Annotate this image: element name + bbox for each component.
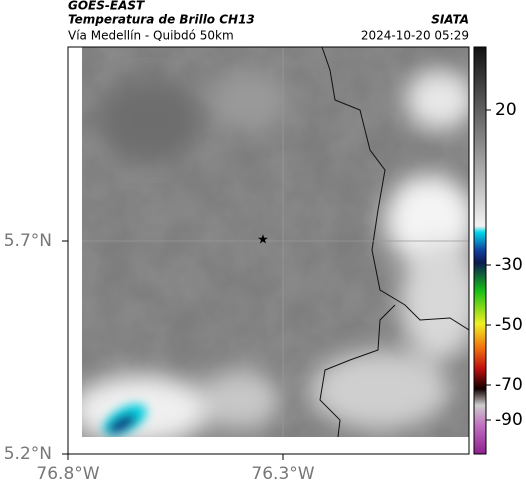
lon-label: 76.3°W	[251, 464, 314, 484]
subtitle: Vía Medellín - Quibdó 50km	[68, 29, 234, 43]
colorbar-label: -50	[495, 315, 523, 335]
axes: 5.7°N 5.2°N76.8°W 76.3°W	[4, 231, 315, 484]
colorbar-ticks: 20 -30 -50 -70 -90	[486, 100, 523, 430]
colorbar-label: -70	[495, 375, 523, 395]
source: GOES-EAST	[68, 0, 145, 13]
colorbar-label: -90	[495, 410, 523, 430]
org: SIATA	[431, 13, 469, 27]
timestamp: 2024-10-20 05:29	[361, 29, 469, 43]
lat-label: 5.7°N	[4, 231, 52, 251]
colorbar-label: 20	[495, 100, 517, 120]
title: Temperatura de Brillo CH13	[68, 13, 255, 27]
lat-label: 5.2°N	[4, 444, 52, 464]
colorbar	[473, 46, 487, 455]
satellite-image: ★	[67, 46, 470, 455]
colorbar-label: -30	[495, 255, 523, 275]
svg-text:★: ★	[257, 233, 269, 248]
lon-label: 76.8°W	[36, 464, 99, 484]
